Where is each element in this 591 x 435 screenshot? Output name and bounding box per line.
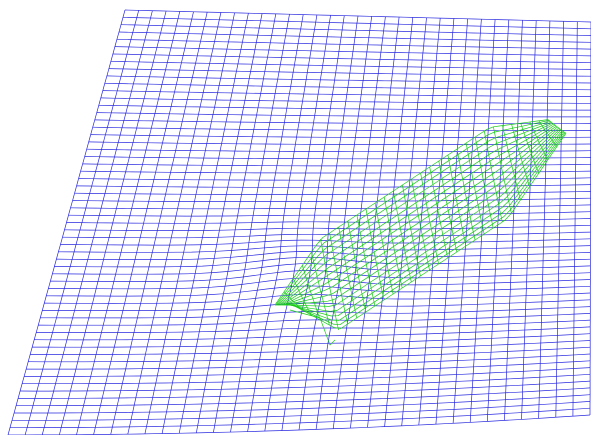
free-surface-column	[332, 16, 386, 429]
hull-waterline	[286, 128, 561, 306]
hull-waterline	[289, 130, 563, 312]
free-surface-column	[110, 12, 208, 435]
free-surface-column	[315, 16, 373, 430]
hull-waterline	[280, 123, 554, 306]
hull-waterline	[279, 122, 553, 306]
free-surface-row	[66, 218, 591, 224]
free-surface-column	[59, 11, 167, 435]
free-surface-column	[247, 14, 318, 432]
free-surface-column	[195, 13, 277, 433]
hull-waterline	[275, 120, 550, 306]
free-surface-column	[7, 9, 126, 435]
ship-hull-mesh	[274, 119, 567, 346]
free-surface-column	[127, 12, 222, 435]
free-surface-column	[538, 20, 551, 419]
hull-waterline	[285, 127, 559, 306]
free-surface-column	[418, 18, 455, 426]
hull-waterline	[284, 126, 558, 306]
hull-waterline	[281, 124, 556, 306]
hull-waterline	[274, 119, 549, 306]
free-surface-row	[64, 224, 591, 231]
hull-station	[320, 238, 339, 331]
free-surface-column	[264, 15, 331, 432]
free-surface-column	[76, 11, 181, 435]
hull-bow-bulb	[289, 309, 336, 346]
hull-waterline	[291, 131, 565, 321]
hull-waterline	[290, 131, 564, 317]
free-surface-row	[8, 414, 591, 435]
hull-waterline	[292, 133, 567, 329]
free-surface-column	[572, 21, 578, 417]
free-surface-column	[178, 13, 263, 434]
free-surface-column	[435, 18, 468, 425]
free-surface-column	[401, 18, 441, 426]
free-surface-column	[521, 20, 537, 420]
hull-station	[502, 125, 521, 200]
free-surface-column	[555, 21, 564, 418]
free-surface-column	[24, 10, 140, 435]
free-surface-column	[93, 11, 194, 435]
free-surface-column	[144, 12, 235, 434]
free-surface-column	[504, 20, 523, 421]
free-surface-column	[298, 15, 359, 431]
free-surface-column	[161, 13, 249, 434]
free-surface-column	[350, 17, 400, 429]
free-surface-column	[452, 19, 482, 424]
free-surface-column	[384, 17, 427, 427]
hull-waterline	[283, 125, 557, 306]
free-surface-column	[230, 14, 304, 433]
hull-waterline	[292, 132, 566, 326]
free-surface-column	[469, 19, 496, 423]
free-surface-column	[367, 17, 414, 428]
free-surface-column	[281, 15, 345, 431]
hull-waterline	[276, 120, 551, 306]
hull-station	[547, 119, 567, 134]
free-surface-column	[213, 14, 290, 433]
hull-waterline	[287, 129, 562, 307]
hull-waterline	[277, 121, 552, 306]
free-surface-column	[41, 10, 153, 435]
free-surface-mesh	[7, 9, 591, 435]
